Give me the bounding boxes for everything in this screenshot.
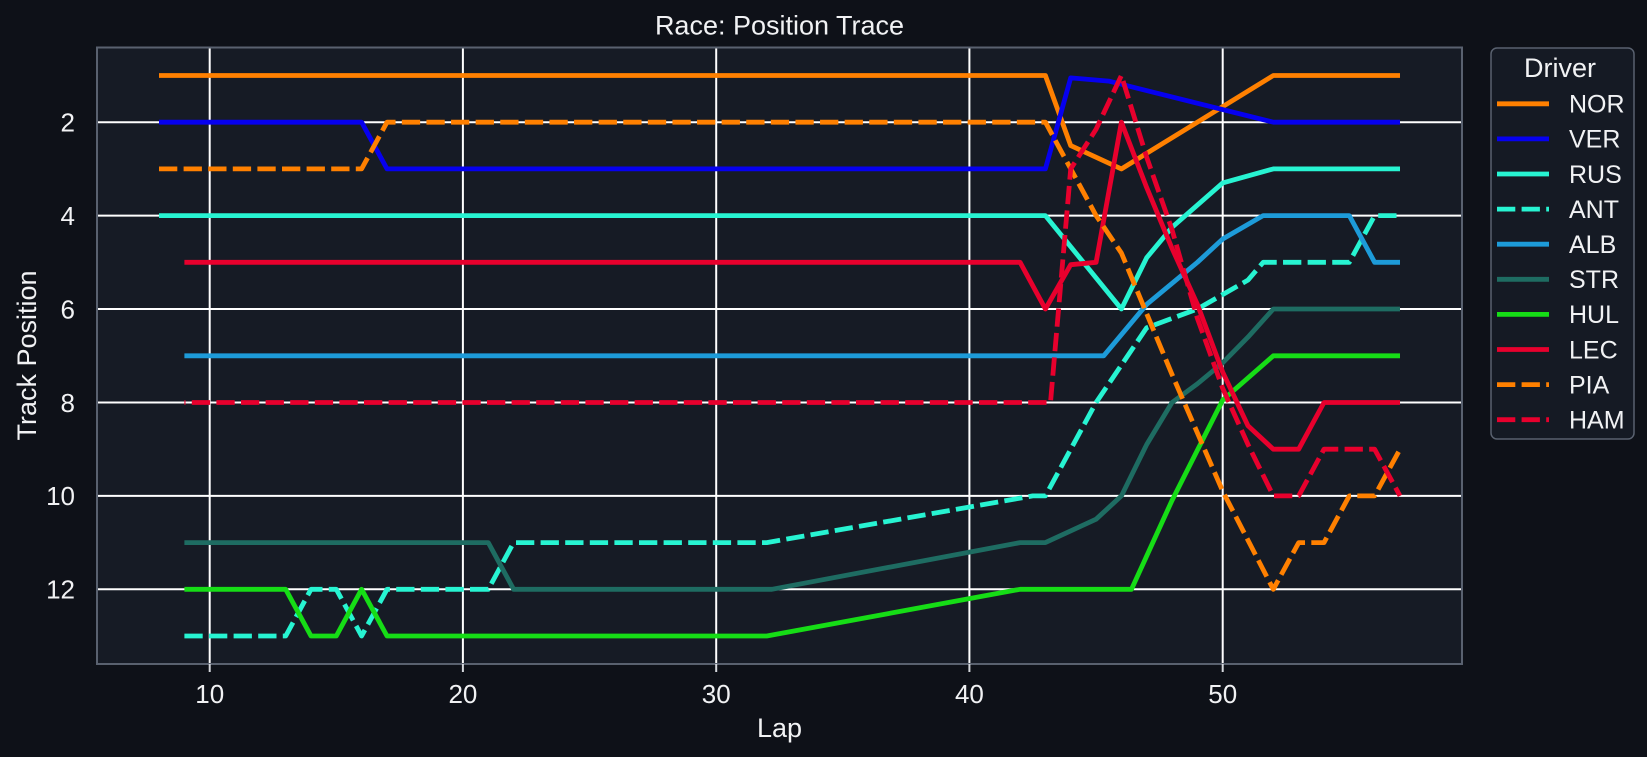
svg-text:Driver: Driver <box>1524 53 1596 83</box>
svg-text:VER: VER <box>1569 126 1620 154</box>
svg-text:12: 12 <box>46 575 75 605</box>
svg-text:20: 20 <box>448 679 477 709</box>
svg-text:ANT: ANT <box>1569 196 1619 224</box>
svg-text:RUS: RUS <box>1569 161 1622 189</box>
svg-text:HUL: HUL <box>1569 301 1619 329</box>
svg-text:HAM: HAM <box>1569 407 1625 435</box>
svg-text:4: 4 <box>61 201 75 231</box>
svg-text:Track Position: Track Position <box>12 270 42 440</box>
svg-text:Lap: Lap <box>757 713 802 743</box>
svg-text:2: 2 <box>61 108 75 138</box>
svg-text:40: 40 <box>955 679 984 709</box>
svg-text:NOR: NOR <box>1569 91 1625 119</box>
svg-text:50: 50 <box>1208 679 1237 709</box>
svg-text:PIA: PIA <box>1569 371 1610 399</box>
svg-text:10: 10 <box>195 679 224 709</box>
svg-text:ALB: ALB <box>1569 231 1616 259</box>
svg-text:8: 8 <box>61 388 75 418</box>
svg-text:LEC: LEC <box>1569 336 1618 364</box>
svg-text:10: 10 <box>46 481 75 511</box>
svg-text:STR: STR <box>1569 266 1619 294</box>
svg-text:6: 6 <box>61 294 75 324</box>
svg-text:30: 30 <box>702 679 731 709</box>
svg-text:Race: Position Trace: Race: Position Trace <box>655 11 904 41</box>
